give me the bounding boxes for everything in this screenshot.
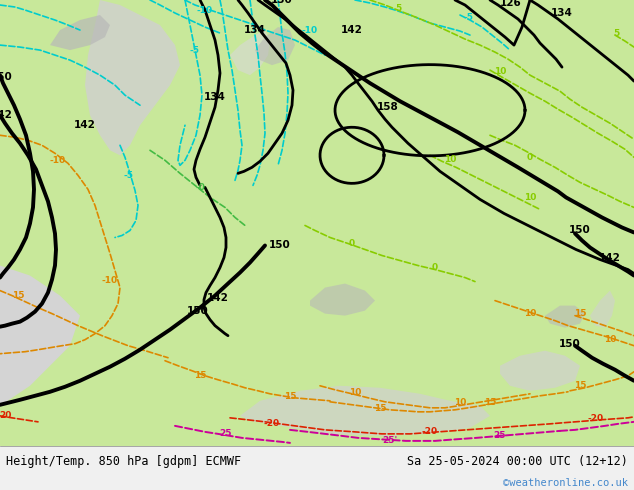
Text: 0: 0: [432, 263, 438, 272]
Polygon shape: [230, 30, 270, 75]
Text: 134: 134: [244, 25, 266, 35]
Text: 20: 20: [0, 411, 11, 420]
Text: -20: -20: [264, 419, 280, 428]
Text: 15: 15: [194, 371, 206, 380]
Text: 10: 10: [494, 67, 506, 75]
Text: 142: 142: [599, 252, 621, 263]
Polygon shape: [310, 284, 375, 316]
Text: 10: 10: [349, 388, 361, 397]
Text: -5: -5: [463, 13, 473, 22]
Text: 15: 15: [484, 398, 496, 407]
Text: 10: 10: [604, 335, 616, 344]
Text: 150: 150: [269, 241, 291, 250]
Text: ©weatheronline.co.uk: ©weatheronline.co.uk: [503, 478, 628, 489]
Text: 0: 0: [527, 153, 533, 162]
Text: 10: 10: [524, 193, 536, 202]
Text: 142: 142: [341, 25, 363, 35]
Text: -10: -10: [50, 156, 66, 165]
Text: -20: -20: [422, 427, 438, 437]
Text: 126: 126: [500, 0, 522, 8]
Text: 15: 15: [284, 392, 296, 401]
Polygon shape: [590, 291, 615, 328]
Polygon shape: [0, 266, 80, 446]
Polygon shape: [545, 306, 585, 328]
Text: 150: 150: [271, 0, 293, 5]
Text: Height/Temp. 850 hPa [gdpm] ECMWF: Height/Temp. 850 hPa [gdpm] ECMWF: [6, 455, 242, 468]
Text: 142: 142: [74, 120, 96, 130]
Text: 142: 142: [0, 110, 13, 120]
Text: -5: -5: [190, 46, 200, 54]
Text: 158: 158: [377, 102, 399, 112]
Text: 15: 15: [374, 404, 386, 414]
Text: 25: 25: [494, 431, 507, 441]
Text: 25: 25: [219, 429, 231, 439]
Polygon shape: [85, 0, 180, 155]
Text: -10: -10: [197, 5, 213, 15]
Text: -10: -10: [102, 276, 118, 285]
Text: 134: 134: [204, 92, 226, 102]
Text: Sa 25-05-2024 00:00 UTC (12+12): Sa 25-05-2024 00:00 UTC (12+12): [407, 455, 628, 468]
Text: 150: 150: [559, 339, 581, 349]
Text: 10: 10: [454, 398, 466, 407]
Text: 134: 134: [551, 8, 573, 18]
Text: -0: -0: [195, 183, 205, 192]
Polygon shape: [500, 351, 580, 391]
Text: 15: 15: [12, 291, 24, 300]
Text: 0: 0: [349, 239, 355, 248]
Text: 142: 142: [207, 293, 229, 303]
Text: -5: -5: [123, 171, 133, 180]
Polygon shape: [240, 386, 490, 436]
Text: 15: 15: [574, 309, 586, 318]
Text: 150: 150: [187, 306, 209, 316]
Text: 150: 150: [569, 225, 591, 236]
Text: 5: 5: [613, 28, 619, 38]
Text: -20: -20: [588, 415, 604, 423]
Text: 5: 5: [395, 3, 401, 13]
Text: 15: 15: [574, 381, 586, 390]
Polygon shape: [50, 15, 110, 50]
Text: 150: 150: [0, 72, 13, 82]
Text: 25': 25': [382, 437, 398, 445]
Text: -10: -10: [302, 25, 318, 35]
Text: 10: 10: [444, 155, 456, 164]
Text: 10: 10: [524, 309, 536, 318]
Polygon shape: [255, 27, 295, 65]
